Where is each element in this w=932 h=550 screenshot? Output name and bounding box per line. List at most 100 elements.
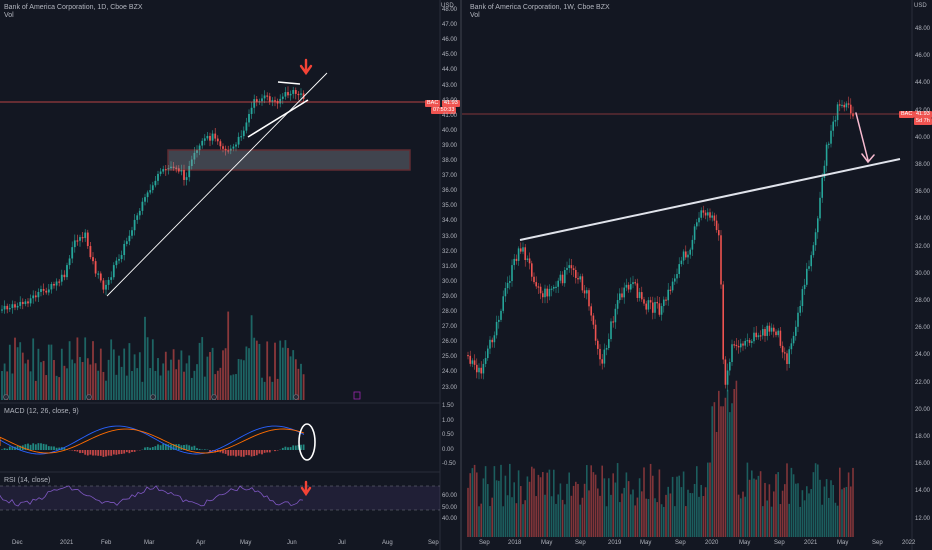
macd-histogram-bar: [175, 444, 178, 450]
weekly-volume-bar: [792, 474, 795, 537]
macd-histogram-bar: [167, 444, 170, 450]
daily-volume-bar: [24, 363, 27, 400]
weekly-candle: [836, 104, 839, 121]
weekly-candle: [528, 258, 531, 264]
weekly-candle: [610, 321, 612, 340]
weekly-volume-bar: [812, 472, 815, 537]
macd-histogram-bar: [245, 450, 248, 456]
weekly-volume-bar: [817, 464, 819, 537]
weekly-volume-bar: [502, 506, 504, 537]
weekly-volume-bar: [685, 506, 687, 537]
daily-volume-bar: [164, 351, 167, 400]
weekly-candle: [557, 280, 559, 287]
daily-chart-panel[interactable]: Bank of America Corporation, 1D, Cboe BZ…: [0, 0, 460, 550]
macd-histogram-bar: [300, 444, 302, 450]
macd-histogram-bar: [92, 450, 94, 456]
weekly-volume-bar: [471, 468, 474, 537]
weekly-volume-bar: [517, 470, 520, 537]
weekly-candle: [726, 370, 729, 385]
weekly-chart-panel[interactable]: Bank of America Corporation, 1W, Cboe BZ…: [462, 0, 932, 550]
weekly-volume-bar: [575, 481, 577, 537]
weekly-volume-bar: [806, 486, 808, 537]
weekly-volume-bar: [759, 471, 762, 537]
weekly-volume-bar: [751, 470, 753, 537]
daily-volume-bar: [71, 359, 74, 400]
daily-volume-bar: [14, 337, 16, 400]
weekly-candle: [531, 263, 533, 277]
weekly-candle: [553, 286, 555, 289]
daily-candle: [185, 177, 188, 180]
macd-histogram-bar: [154, 446, 157, 450]
daily-volume-bar: [3, 363, 6, 400]
daily-volume-bar: [60, 348, 63, 400]
macd-histogram-bar: [133, 450, 136, 452]
weekly-candle: [535, 282, 537, 287]
weekly-price-axis-tick: 16.00: [915, 461, 931, 468]
daily-volume-bar: [261, 377, 263, 400]
panel-divider[interactable]: [460, 0, 462, 550]
weekly-volume-bar: [605, 506, 608, 537]
weekly-volume-bar: [663, 506, 665, 537]
weekly-candle: [693, 226, 696, 240]
weekly-candle: [656, 301, 658, 304]
weekly-volume-bar: [581, 497, 584, 537]
macd-histogram-bar: [209, 450, 211, 452]
weekly-candle: [709, 212, 711, 218]
daily-volume-bar: [263, 381, 266, 400]
daily-candle: [112, 265, 115, 278]
macd-histogram-bar: [144, 447, 146, 450]
weekly-price-axis-tick: 18.00: [915, 434, 931, 440]
daily-candle: [294, 90, 297, 94]
macd-histogram-bar: [284, 446, 287, 450]
weekly-time-tick: Sep: [872, 540, 883, 546]
weekly-volume-bar: [757, 475, 760, 537]
daily-volume-bar: [34, 380, 37, 400]
daily-volume-bar: [167, 370, 170, 400]
daily-volume-bar: [110, 339, 113, 400]
weekly-candle: [581, 276, 584, 291]
weekly-candle: [821, 177, 823, 198]
weekly-volume-bar: [608, 478, 610, 537]
support-zone-box: [167, 149, 411, 171]
weekly-candle: [843, 104, 845, 108]
daily-candle: [222, 146, 224, 149]
daily-volume-bar: [128, 343, 131, 400]
weekly-candle: [700, 210, 702, 218]
daily-volume-bar: [266, 341, 269, 400]
macd-histogram-bar: [266, 450, 269, 453]
weekly-candle: [495, 321, 498, 336]
daily-volume-bar: [274, 342, 276, 400]
daily-volume-bar: [16, 347, 19, 400]
weekly-candle: [608, 339, 610, 348]
daily-volume-bar: [227, 311, 230, 400]
daily-volume-bar: [222, 350, 224, 400]
weekly-chart-canvas[interactable]: [462, 0, 932, 550]
daily-volume-bar: [302, 374, 305, 400]
daily-price-axis-tick: 39.00: [442, 142, 458, 149]
weekly-volume-bar: [491, 497, 493, 537]
weekly-candle: [795, 326, 797, 336]
weekly-volume-bar: [795, 483, 797, 537]
weekly-volume-bar: [487, 484, 489, 537]
weekly-volume-bar: [561, 499, 564, 537]
weekly-candle: [801, 289, 804, 307]
weekly-candle: [788, 349, 790, 364]
weekly-candle: [777, 330, 779, 336]
macd-histogram-bar: [105, 450, 107, 457]
daily-volume-bar: [92, 341, 94, 400]
weekly-volume-bar: [665, 494, 667, 537]
weekly-vol-label: Vol: [470, 12, 480, 19]
earnings-marker-icon: [293, 394, 299, 400]
macd-histogram-bar: [250, 450, 253, 457]
daily-chart-canvas[interactable]: [0, 0, 460, 550]
weekly-time-tick: Sep: [675, 540, 686, 546]
daily-price-axis-tick: 32.00: [442, 248, 458, 255]
daily-candle: [120, 255, 123, 260]
weekly-volume-bar: [597, 488, 599, 537]
weekly-candle: [645, 303, 647, 310]
daily-candle: [300, 93, 302, 95]
weekly-volume-bar: [520, 486, 522, 537]
weekly-volume-bar: [619, 502, 621, 537]
weekly-candle: [654, 301, 656, 313]
daily-candle: [94, 261, 97, 274]
